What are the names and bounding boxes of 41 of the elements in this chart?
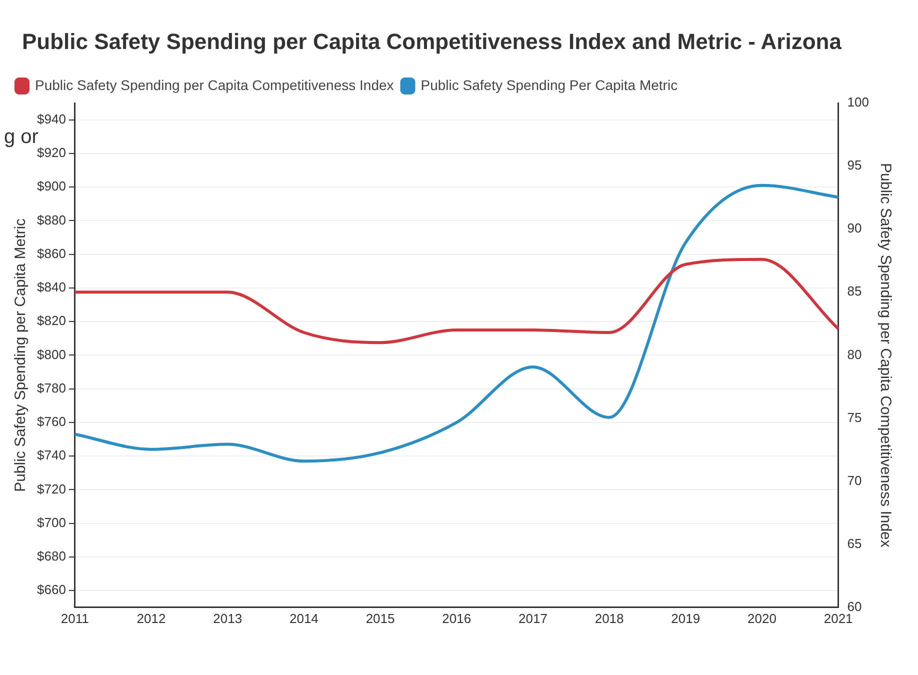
y2-tick-label: 70 bbox=[847, 472, 862, 488]
y-tick-label: $720 bbox=[37, 480, 66, 496]
y-tick-label: $900 bbox=[37, 178, 66, 194]
x-tick-label: 2018 bbox=[594, 610, 624, 626]
y-axis-title: Public Safety Spending per Capita Metric bbox=[12, 218, 30, 492]
y-tick-label: $880 bbox=[37, 212, 66, 227]
legend-label: Public Safety Spending per Capita Competitiveness Index bbox=[35, 76, 394, 92]
chart-title: Public Safety Spending per Capita Competitiveness Index and Metric - Arizona bbox=[21, 28, 843, 56]
y-tick-label: $920 bbox=[37, 144, 66, 160]
y-tick-label: $860 bbox=[37, 245, 66, 260]
line-series bbox=[73, 257, 840, 344]
y2-tick-label: 90 bbox=[847, 220, 862, 236]
legend-label: Public Safety Spending Per Capita Metric bbox=[420, 76, 678, 92]
x-tick-label: 2014 bbox=[289, 610, 318, 626]
y2-tick-label: 95 bbox=[847, 157, 862, 172]
text: g or bbox=[4, 126, 38, 148]
y-tick-label: $780 bbox=[37, 380, 66, 395]
x-tick-label: 2020 bbox=[748, 610, 776, 626]
y2-tick-label: 85 bbox=[847, 283, 862, 298]
x-tick-label: 2015 bbox=[366, 610, 395, 626]
x-tick-label: 2017 bbox=[518, 610, 548, 626]
x-tick-label: 2011 bbox=[60, 610, 89, 626]
x-tick-label: 2013 bbox=[213, 610, 242, 626]
y2-axis-title: Public Safety Spending per Capita Competitiveness Index bbox=[876, 162, 894, 548]
y2-tick-label: 75 bbox=[847, 409, 862, 424]
y-tick-label: $680 bbox=[37, 548, 66, 564]
y-tick-label: $740 bbox=[37, 447, 66, 462]
y2-tick-label: 80 bbox=[847, 346, 862, 362]
y-tick-label: $820 bbox=[37, 312, 66, 328]
x-tick-label: 2019 bbox=[671, 610, 700, 626]
y2-tick-label: 100 bbox=[847, 94, 870, 110]
y2-tick-label: 65 bbox=[847, 536, 862, 551]
y-tick-label: $660 bbox=[37, 582, 66, 597]
y-tick-label: $700 bbox=[37, 514, 66, 530]
y-tick-label: $800 bbox=[37, 346, 66, 362]
y-tick-label: $940 bbox=[37, 110, 66, 126]
x-tick-label: 2016 bbox=[442, 610, 472, 626]
y-tick-label: $840 bbox=[37, 279, 66, 294]
y-tick-label: $760 bbox=[37, 414, 66, 429]
x-tick-label: 2012 bbox=[136, 610, 166, 626]
line-series bbox=[73, 183, 840, 462]
